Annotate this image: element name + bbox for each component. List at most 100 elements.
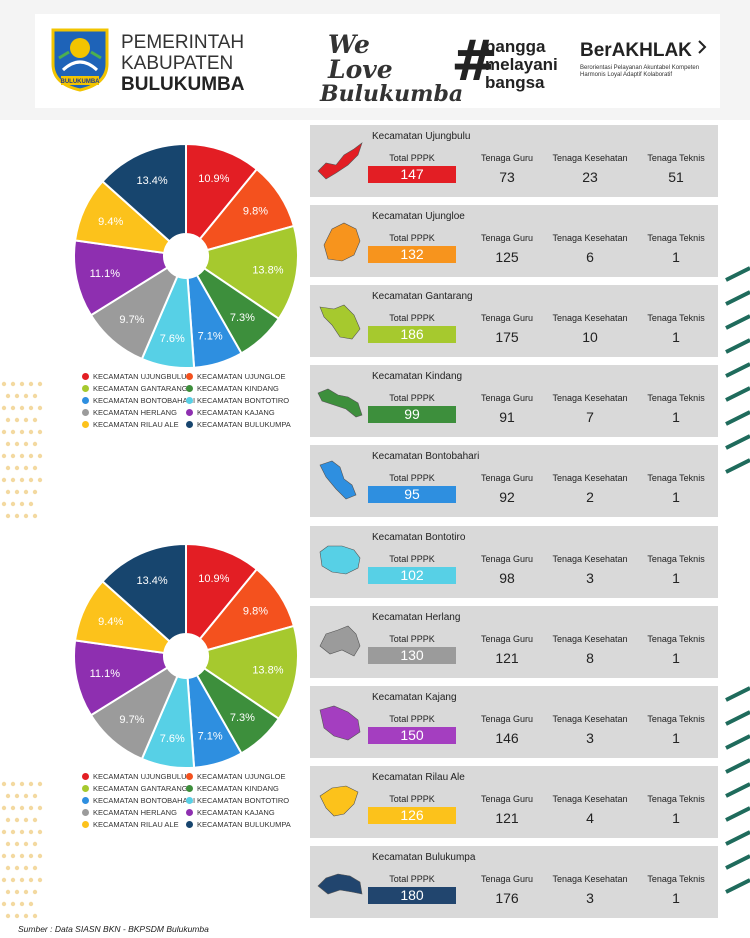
- legend-dot-icon: [82, 797, 89, 804]
- kecamatan-name: Kecamatan Ujungloe: [372, 211, 465, 222]
- legend-item: KECAMATAN KAJANG: [186, 808, 296, 819]
- legend-dot-icon: [186, 385, 193, 392]
- decoration-dot: [14, 889, 20, 895]
- legend-label: KECAMATAN RILAU ALE: [93, 420, 179, 429]
- kecamatan-name: Kecamatan Bulukumpa: [372, 852, 476, 863]
- legend-dot-icon: [82, 421, 89, 428]
- decoration-dot: [32, 417, 38, 423]
- decoration-stripe: [725, 710, 750, 726]
- legend-label: KECAMATAN BULUKUMPA: [197, 420, 291, 429]
- header: BULUKUMBA PEMERINTAH KABUPATEN BULUKUMBA…: [35, 14, 720, 108]
- kesehatan-label: Tenaga Kesehatan: [552, 153, 628, 163]
- legend-label: KECAMATAN KAJANG: [197, 808, 275, 817]
- decoration-stripe: [725, 434, 750, 450]
- decoration-dot: [32, 889, 38, 895]
- pie-slice-label: 7.1%: [198, 330, 223, 342]
- decoration-dot: [28, 853, 34, 859]
- decoration-dot: [23, 513, 29, 519]
- decoration-dot: [1, 853, 7, 859]
- total-pppk-value: 126: [368, 807, 456, 824]
- decoration-dot: [19, 877, 25, 883]
- teknis-label: Tenaga Teknis: [647, 554, 705, 564]
- decoration-dot: [19, 477, 25, 483]
- teknis-label: Tenaga Teknis: [647, 313, 705, 323]
- decoration-dot: [19, 453, 25, 459]
- decoration-dot: [5, 465, 11, 471]
- decoration-stripe: [725, 830, 750, 846]
- decoration-stripe: [725, 266, 750, 282]
- decoration-dot: [32, 513, 38, 519]
- decoration-dot: [14, 817, 20, 823]
- district-map-icon: [319, 304, 361, 340]
- kesehatan-label: Tenaga Kesehatan: [552, 393, 628, 403]
- decoration-dot: [28, 829, 34, 835]
- total-label: Total PPPK: [389, 313, 435, 323]
- kecamatan-card: Kecamatan Bontobahari Total PPPK 95 Tena…: [310, 445, 718, 517]
- decoration-dot: [28, 381, 34, 387]
- decoration-dot: [10, 453, 16, 459]
- district-map-icon: [317, 873, 363, 895]
- decoration-stripe: [725, 458, 750, 474]
- decoration-dot: [19, 805, 25, 811]
- total-pppk-value: 150: [368, 727, 456, 744]
- decoration-dot: [32, 489, 38, 495]
- decoration-dot: [14, 913, 20, 919]
- pie-slice-label: 9.8%: [243, 606, 268, 618]
- legend-label: KECAMATAN BONTOTIRO: [197, 396, 290, 405]
- brand-line-3: BULUKUMBA: [121, 74, 245, 95]
- decoration-dot: [23, 393, 29, 399]
- legend-item: KECAMATAN BONTOBAHARI: [82, 396, 195, 407]
- decoration-dot: [37, 429, 43, 435]
- legend-dot-icon: [82, 385, 89, 392]
- pie-slice-label: 13.8%: [252, 264, 283, 276]
- decoration-dot: [23, 489, 29, 495]
- pie-slice-label: 9.7%: [119, 314, 144, 326]
- legend-dot-icon: [82, 397, 89, 404]
- kecamatan-name: Kecamatan Ujungbulu: [372, 131, 471, 142]
- kecamatan-card: Kecamatan Kindang Total PPPK 99 Tenaga G…: [310, 365, 718, 437]
- district-map-icon: [317, 388, 363, 418]
- teknis-label: Tenaga Teknis: [647, 233, 705, 243]
- decoration-dot: [37, 453, 43, 459]
- kecamatan-name: Kecamatan Bontobahari: [372, 451, 480, 462]
- decoration-dot: [37, 381, 43, 387]
- welove-line-2: Bulukumba: [320, 81, 464, 107]
- guru-value: 176: [495, 890, 519, 906]
- guru-value: 73: [499, 169, 515, 185]
- kesehatan-label: Tenaga Kesehatan: [552, 554, 628, 564]
- decoration-dot: [1, 453, 7, 459]
- guru-label: Tenaga Guru: [480, 714, 534, 724]
- pie-slice: [73, 579, 172, 655]
- decoration-dot: [1, 501, 7, 507]
- legend-dot-icon: [186, 409, 193, 416]
- legend-item: KECAMATAN HERLANG: [82, 808, 192, 819]
- guru-value: 121: [495, 650, 519, 666]
- pie-slice-label: 9.4%: [98, 616, 123, 628]
- legend-item: KECAMATAN BONTOTIRO: [186, 396, 296, 407]
- legend-dot-icon: [82, 809, 89, 816]
- decoration-stripe: [725, 758, 750, 774]
- decoration-dot: [28, 501, 34, 507]
- legend-dot-icon: [186, 397, 193, 404]
- we-love-bulukumba-logo: We Love Bulukumba: [320, 32, 463, 107]
- decoration-stripe: [725, 338, 750, 354]
- legend-item: KECAMATAN GANTARANG: [82, 784, 192, 795]
- guru-label: Tenaga Guru: [480, 794, 534, 804]
- kesehatan-value: 23: [582, 169, 598, 185]
- legend-dot-icon: [82, 785, 89, 792]
- kecamatan-card: Kecamatan Rilau Ale Total PPPK 126 Tenag…: [310, 766, 718, 838]
- kecamatan-name: Kecamatan Rilau Ale: [372, 772, 465, 783]
- teknis-value: 1: [672, 730, 680, 746]
- teknis-value: 1: [672, 890, 680, 906]
- legend-label: KECAMATAN UJUNGBULU: [93, 372, 187, 381]
- decoration-dot: [32, 913, 38, 919]
- decoration-dot: [37, 781, 43, 787]
- legend-dot-icon: [186, 421, 193, 428]
- decoration-dot: [28, 877, 34, 883]
- guru-value: 146: [495, 730, 519, 746]
- decoration-stripe: [725, 878, 750, 894]
- guru-value: 98: [499, 570, 515, 586]
- decoration-stripe: [725, 362, 750, 378]
- guru-value: 91: [499, 409, 515, 425]
- pie-chart-2: 10.9% 9.8% 13.8% 7.3% 7.1% 7.6% 9.7% 11.1% 9.4% 1…: [73, 542, 299, 769]
